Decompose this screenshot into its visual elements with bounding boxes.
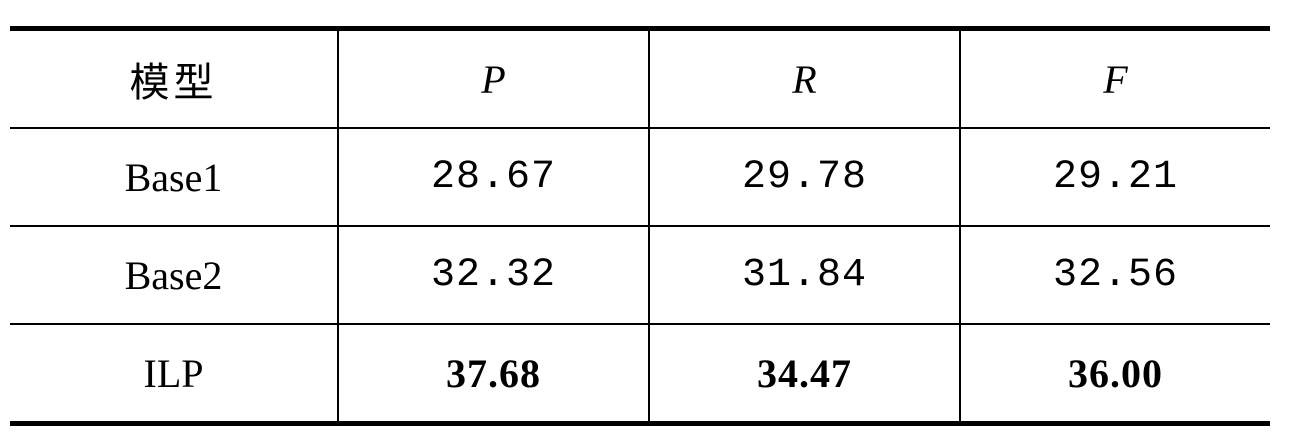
header-recall: R — [648, 26, 961, 129]
table-header: 模型 P R F — [10, 26, 1270, 129]
table-row: Base2 32.32 31.84 32.56 — [10, 226, 1270, 325]
cell-model: Base1 — [10, 128, 339, 227]
cell-model: Base2 — [10, 226, 339, 325]
cell-recall: 31.84 — [648, 226, 961, 325]
cell-precision: 37.68 — [337, 324, 650, 426]
cell-recall: 29.78 — [648, 128, 961, 227]
table-row: Base1 28.67 29.78 29.21 — [10, 128, 1270, 227]
header-f-score: F — [959, 26, 1270, 129]
cell-f-score: 36.00 — [959, 324, 1270, 426]
cell-precision: 32.32 — [337, 226, 650, 325]
header-row: 模型 P R F — [10, 26, 1270, 129]
cell-f-score: 29.21 — [959, 128, 1270, 227]
cell-model: ILP — [10, 324, 339, 426]
table-body: Base1 28.67 29.78 29.21 Base2 32.32 31.8… — [10, 128, 1270, 426]
cell-f-score: 32.56 — [959, 226, 1270, 325]
header-model: 模型 — [10, 26, 339, 129]
header-precision: P — [337, 26, 650, 129]
table-row: ILP 37.68 34.47 36.00 — [10, 324, 1270, 426]
cell-recall: 34.47 — [648, 324, 961, 426]
results-table: 模型 P R F Base1 28.67 29.78 29.21 Base2 3… — [10, 26, 1270, 426]
cell-precision: 28.67 — [337, 128, 650, 227]
